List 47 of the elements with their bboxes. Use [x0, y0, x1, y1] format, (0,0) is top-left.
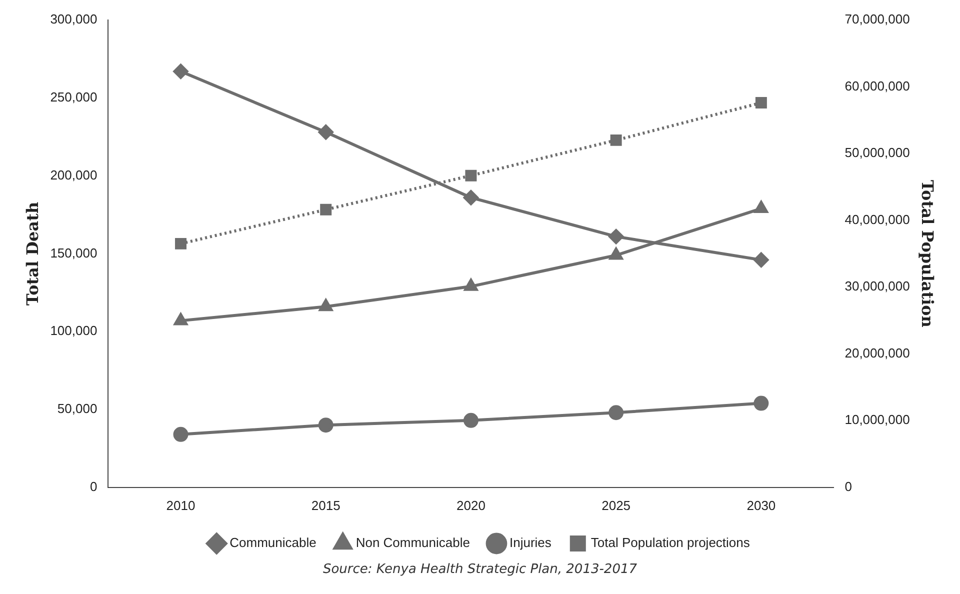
point	[175, 238, 186, 250]
point	[320, 204, 332, 216]
y-tick-label: 100,000	[50, 323, 98, 338]
y-tick-label: 0	[90, 478, 98, 494]
x-tick-label: 2025	[602, 498, 631, 513]
x-tick-label: 2015	[311, 498, 340, 513]
y-axis-title: Total Death	[22, 202, 42, 306]
x-tick-label: 2010	[166, 498, 196, 513]
y2-tick-label: 70,000,000	[844, 12, 910, 27]
y2-axis-title: Total Population	[918, 180, 938, 328]
point	[173, 426, 188, 442]
point	[465, 170, 477, 182]
point	[754, 201, 768, 214]
point	[755, 97, 767, 109]
point	[609, 248, 623, 260]
point	[754, 252, 769, 268]
legend-label: Non Communicable	[356, 535, 470, 550]
point	[464, 278, 478, 291]
y2-tick-label: 20,000,000	[844, 345, 910, 360]
source-note: Source: Kenya Health Strategic Plan, 2013-2017	[322, 562, 638, 577]
y2-tick-label: 30,000,000	[844, 278, 910, 294]
point	[319, 299, 333, 312]
y2-tick-label: 10,000,000	[844, 412, 910, 428]
y2-tick-label: 0	[844, 478, 852, 494]
y2-tick-label: 40,000,000	[844, 212, 910, 227]
x-tick-label: 2030	[746, 498, 776, 513]
point	[610, 134, 622, 146]
point	[608, 405, 624, 420]
point	[463, 412, 478, 428]
y-tick-label: 300,000	[50, 12, 98, 27]
y2-tick-label: 50,000,000	[844, 145, 910, 160]
point	[318, 124, 334, 140]
point	[608, 229, 624, 244]
legend-label: Communicable	[230, 535, 316, 550]
point	[173, 64, 188, 79]
x-tick-label: 2020	[456, 498, 486, 513]
y2-tick-label: 60,000,000	[844, 78, 910, 94]
point	[174, 313, 188, 326]
y-tick-label: 150,000	[50, 245, 98, 260]
y-tick-label: 50,000	[57, 401, 98, 416]
point	[754, 396, 769, 411]
point	[463, 190, 478, 206]
point	[318, 418, 334, 433]
y-tick-label: 250,000	[50, 89, 98, 104]
y-tick-label: 200,000	[50, 167, 98, 182]
legend-label: Injuries	[509, 535, 552, 550]
legend-label: Total Population projections	[590, 535, 750, 550]
